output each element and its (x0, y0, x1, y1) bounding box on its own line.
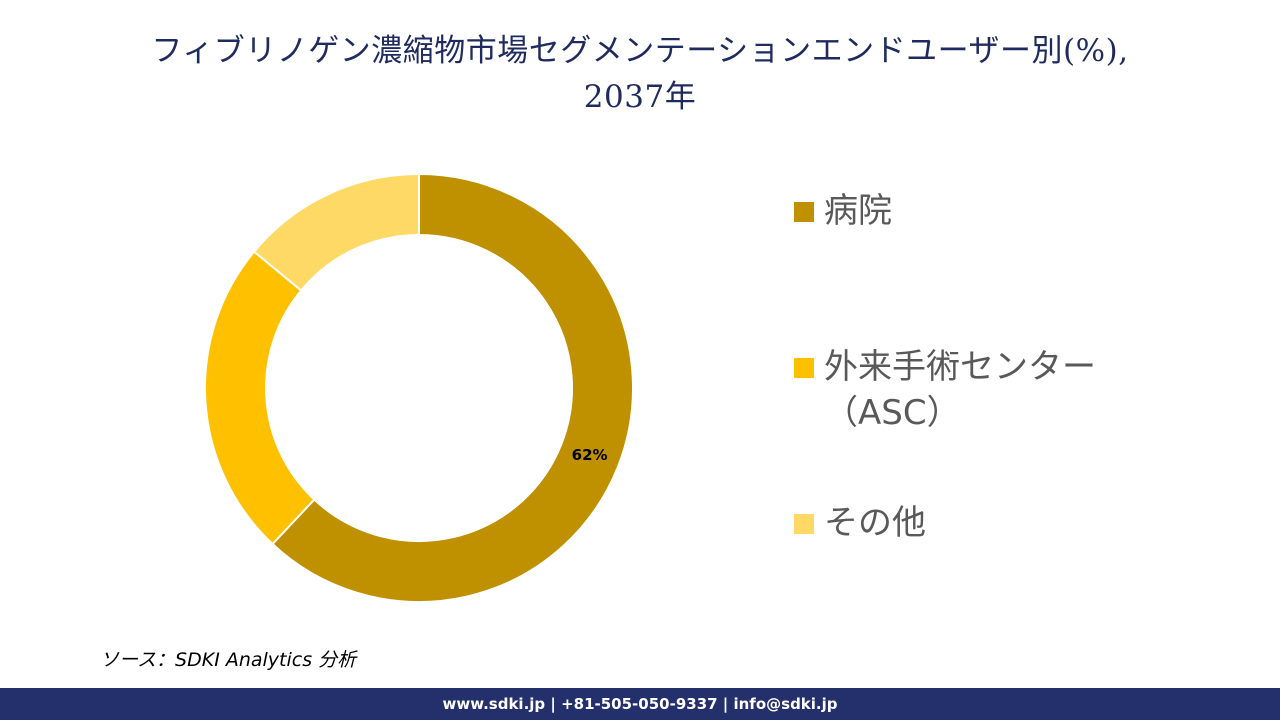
legend-item-asc: 外来手術センター（ASC） (794, 344, 1144, 436)
source-note: ソース：SDKI Analytics 分析 (100, 649, 357, 671)
legend-swatch-other (794, 514, 814, 534)
donut-slices (204, 172, 634, 603)
donut-slice-asc (204, 250, 316, 546)
legend-swatch-hospital (794, 202, 814, 222)
donut-slice-hospital (271, 172, 634, 603)
legend-label-other: その他 (824, 503, 926, 543)
chart-title-line-2: 2037年 (583, 79, 697, 115)
donut-slice-other (252, 172, 420, 292)
legend-label-hospital: 病院 (824, 191, 892, 231)
donut-data-labels: 62% (572, 446, 608, 464)
footer-contact-bar: www.sdki.jp | +81-505-050-9337 | info@sd… (0, 688, 1280, 720)
data-label-hospital: 62% (572, 446, 608, 464)
chart-title: フィブリノゲン濃縮物市場セグメンテーションエンドユーザー別(%), 2037年 (0, 28, 1280, 120)
legend-swatch-asc (794, 358, 814, 378)
legend-item-hospital: 病院 (794, 188, 1144, 234)
chart-title-line-1: フィブリノゲン濃縮物市場セグメンテーションエンドユーザー別(%), (151, 33, 1129, 69)
legend-label-asc: 外来手術センター（ASC） (824, 347, 1096, 433)
legend-item-other: その他 (794, 500, 1144, 546)
